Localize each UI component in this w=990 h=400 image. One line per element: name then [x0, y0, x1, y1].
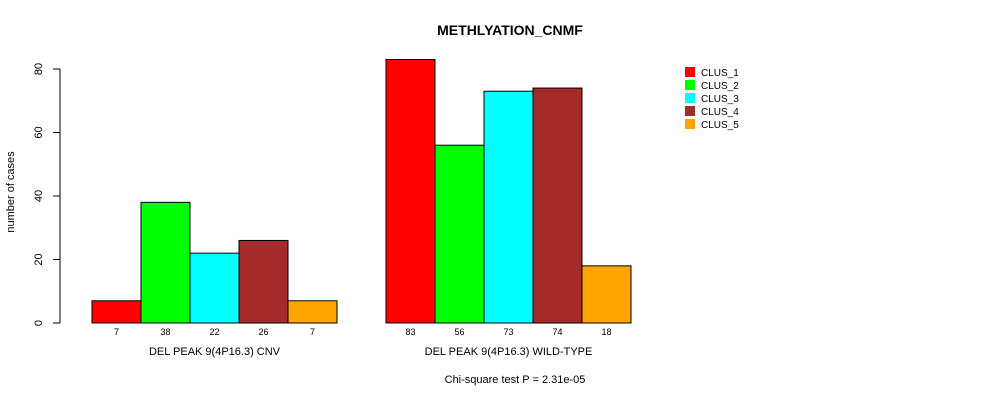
bar-value-label: 18	[601, 327, 611, 337]
legend-swatch-clus-2	[685, 80, 695, 90]
bar-value-label: 83	[405, 327, 415, 337]
bar-clus-1-group-1	[91, 300, 142, 324]
bar-labels-group: 7 38 22 26 7 83 56 73 74 18	[114, 327, 612, 337]
bar-value-label: 74	[552, 327, 562, 337]
bar-value-label: 22	[209, 327, 219, 337]
bar-value-label: 56	[454, 327, 464, 337]
legend-label: CLUS_5	[701, 120, 739, 131]
legend-label: CLUS_2	[701, 81, 739, 92]
group-label: DEL PEAK 9(4P16.3) CNV	[149, 346, 281, 358]
y-tick-label: 20	[33, 253, 45, 265]
bar-clus-5-group-1	[287, 300, 338, 324]
bar-value-label: 26	[258, 327, 268, 337]
y-tick-label: 40	[33, 190, 45, 202]
legend-label: CLUS_1	[701, 68, 739, 79]
bar-clus-5-group-2	[581, 265, 632, 324]
bar-clus-2-group-1	[140, 201, 191, 324]
legend: CLUS_1 CLUS_2 CLUS_3 CLUS_4 CLUS_5	[685, 67, 739, 131]
legend-label: CLUS_4	[701, 107, 739, 118]
legend-swatch-clus-1	[685, 67, 695, 77]
legend-swatch-clus-5	[685, 119, 695, 129]
y-tick-label: 60	[33, 126, 45, 138]
bar-clus-3-group-1	[189, 252, 240, 324]
legend-swatch-clus-3	[685, 93, 695, 103]
y-axis-label: number of cases	[5, 151, 17, 233]
y-tick-label: 0	[33, 320, 45, 326]
bar-value-label: 73	[503, 327, 513, 337]
bar-value-label: 7	[310, 327, 315, 337]
bar-value-label: 38	[160, 327, 170, 337]
bars-group	[91, 58, 632, 324]
bar-clus-1-group-2	[385, 58, 436, 324]
chi-square-footer: Chi-square test P = 2.31e-05	[445, 374, 586, 386]
legend-label: CLUS_3	[701, 94, 739, 105]
chart-title: METHLYATION_CNMF	[437, 22, 583, 38]
group-label: DEL PEAK 9(4P16.3) WILD-TYPE	[425, 346, 593, 358]
bar-clus-2-group-2	[434, 144, 485, 324]
legend-swatch-clus-4	[685, 106, 695, 116]
bar-value-label: 7	[114, 327, 119, 337]
y-axis: 0 20 40 60 80	[33, 63, 61, 326]
bar-clus-4-group-2	[532, 87, 583, 324]
group-labels-group: DEL PEAK 9(4P16.3) CNV DEL PEAK 9(4P16.3)…	[149, 346, 592, 358]
bar-clus-4-group-1	[238, 239, 289, 324]
y-tick-label: 80	[33, 63, 45, 75]
bar-clus-3-group-2	[483, 90, 534, 324]
